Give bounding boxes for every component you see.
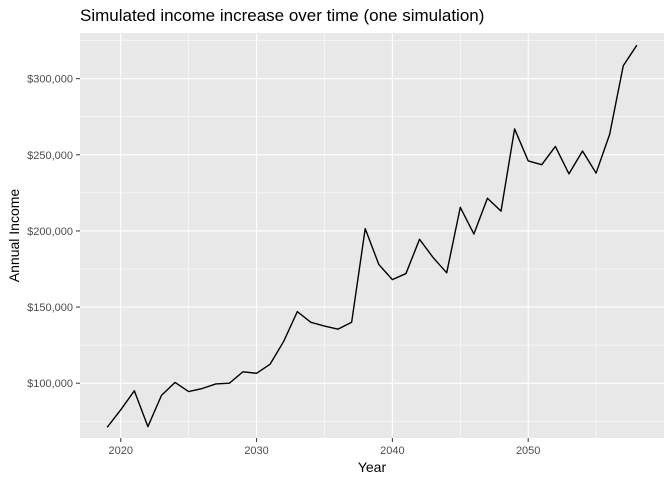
y-tick-label: $100,000 [27, 378, 73, 390]
y-tick-label: $250,000 [27, 150, 73, 162]
x-axis-title: Year [358, 459, 387, 475]
x-tick-label: 2020 [109, 445, 133, 457]
x-tick-label: 2030 [244, 445, 268, 457]
y-tick-label: $150,000 [27, 302, 73, 314]
x-tick-label: 2040 [380, 445, 404, 457]
y-axis-title: Annual Income [6, 189, 22, 283]
grid-major [80, 33, 664, 438]
x-tick-label: 2050 [516, 445, 540, 457]
y-tick-label: $200,000 [27, 226, 73, 238]
plot-panel [80, 33, 664, 438]
grid-minor [80, 33, 664, 438]
series-line-income [106, 44, 638, 428]
y-tick-label: $300,000 [27, 74, 73, 86]
x-axis: 2020 2030 2040 2050 [109, 438, 540, 457]
chart-title: Simulated income increase over time (one… [80, 6, 484, 25]
y-axis: $100,000 $150,000 $200,000 $250,000 $300,000 [27, 74, 80, 390]
